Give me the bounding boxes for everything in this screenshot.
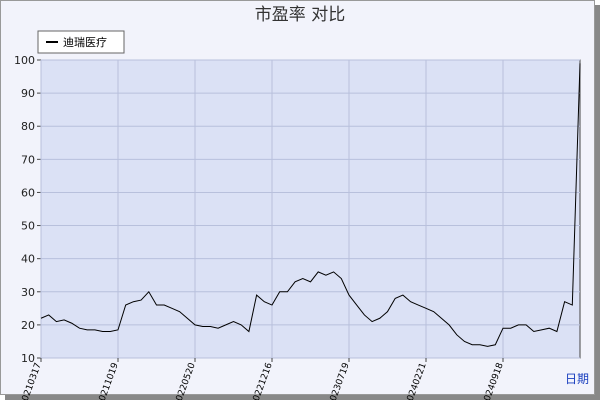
chart-title: 市盈率 对比 xyxy=(255,5,345,25)
legend xyxy=(37,30,125,54)
y-tick-label: 80 xyxy=(21,120,35,133)
x-axis-label: 日期 xyxy=(565,372,589,386)
y-tick-label: 70 xyxy=(21,153,35,166)
shadow xyxy=(595,5,600,400)
y-tick-label: 30 xyxy=(21,286,35,299)
legend-label: 迪瑞医疗 xyxy=(63,35,107,49)
y-tick-label: 20 xyxy=(21,319,35,332)
line xyxy=(40,63,581,347)
plot-area xyxy=(40,59,581,359)
y-tick-label: 90 xyxy=(21,87,35,100)
shadow xyxy=(5,395,600,400)
y-tick-label: 10 xyxy=(21,352,35,365)
y-tick-label: 100 xyxy=(14,54,35,67)
y-tick-label: 60 xyxy=(21,186,35,199)
y-tick-label: 40 xyxy=(21,253,35,266)
y-tick-label: 50 xyxy=(21,220,35,233)
